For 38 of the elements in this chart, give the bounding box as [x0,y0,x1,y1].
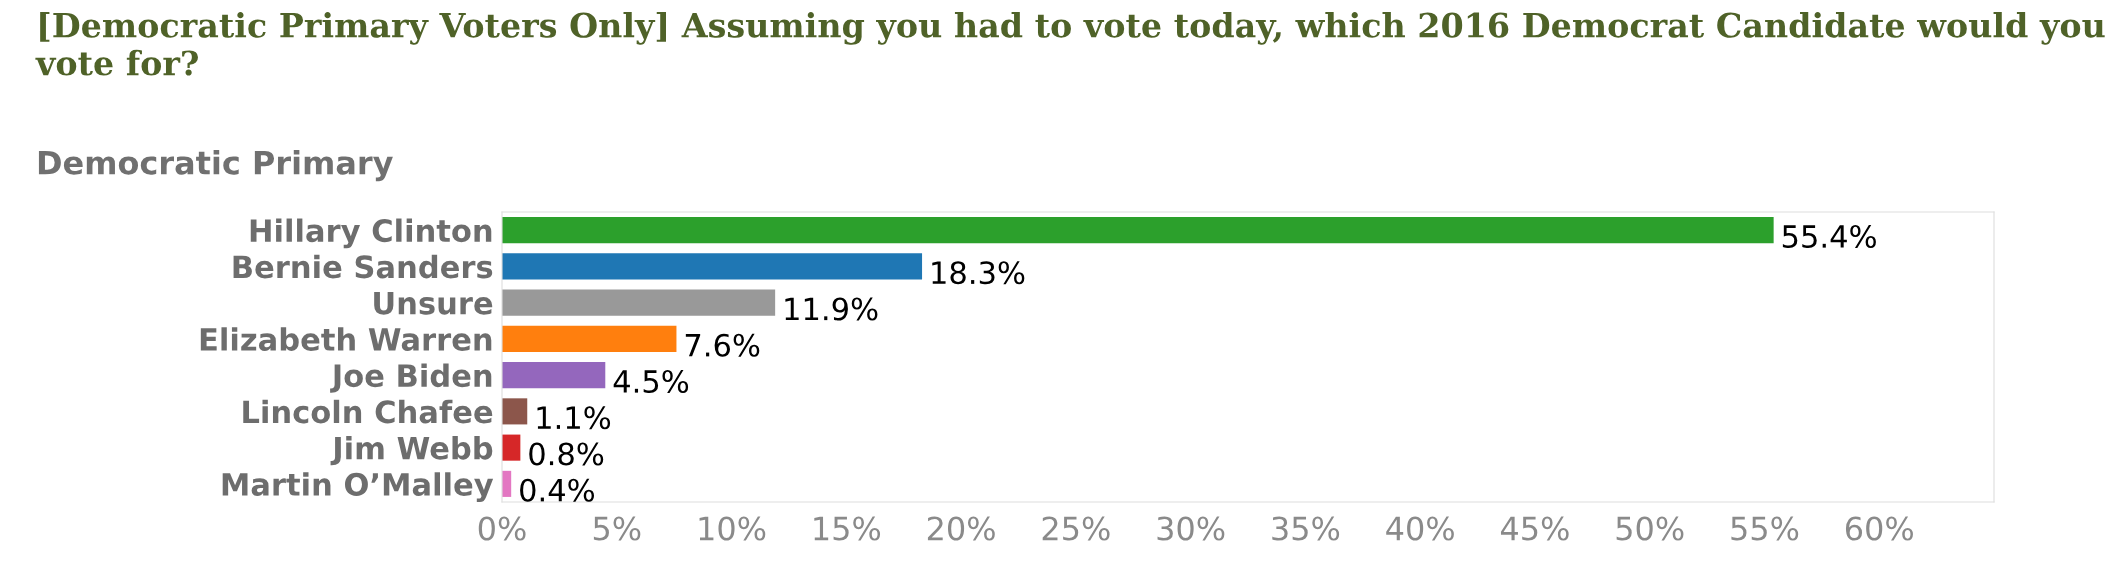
data-label: 7.6% [685,333,760,357]
y-tick-label: Hillary Clinton [250,218,492,249]
text: Democratic Primary [38,150,393,182]
x-tick-label: 25% [1042,516,1110,541]
x-tick-label: 60% [1845,516,1913,541]
y-tick-label: Bernie Sanders [233,254,493,279]
x-tick-label: 0% [478,516,526,541]
data-label: 1.1% [537,406,611,430]
y-tick-label: Lincoln Chafee [243,399,493,424]
data-label: 18.3% [932,261,1025,285]
bar [502,217,1774,244]
y-tick-label: Joe Biden [330,363,492,393]
y-tick-label: Elizabeth Warren [200,327,492,351]
x-tick-label: 5% [593,516,641,541]
y-tick-label: Unsure [374,291,493,315]
x-tick-label: 45% [1500,516,1569,541]
bar [502,289,776,316]
bar [502,325,677,352]
bar [502,398,528,425]
bar [502,434,521,461]
x-tick-label: 50% [1616,516,1684,541]
data-label: 0.8% [529,442,604,466]
x-tick-label: 35% [1272,516,1340,541]
x-tick-label: 10% [699,516,766,541]
data-label: 11.9% [785,297,878,321]
data-label: 0.4% [520,478,595,502]
y-tick-label: Martin O’Malley [222,472,494,503]
data-label: 4.5% [613,369,689,394]
x-tick-label: 30% [1157,516,1225,541]
x-tick-label: 55% [1731,516,1799,541]
y-tick-label: Jim Webb [330,436,493,466]
x-tick-label: 15% [814,516,881,541]
chart-title: [Democratic Primary Voters Only] Assuming you had to vote today, which 2016 Democrat Candidate would you vote for? [35,12,2105,76]
bar [502,362,606,389]
x-tick-label: 20% [927,516,995,541]
data-label: 55.4% [1782,224,1876,249]
bar [502,253,923,280]
x-tick-label: 40% [1386,516,1454,541]
